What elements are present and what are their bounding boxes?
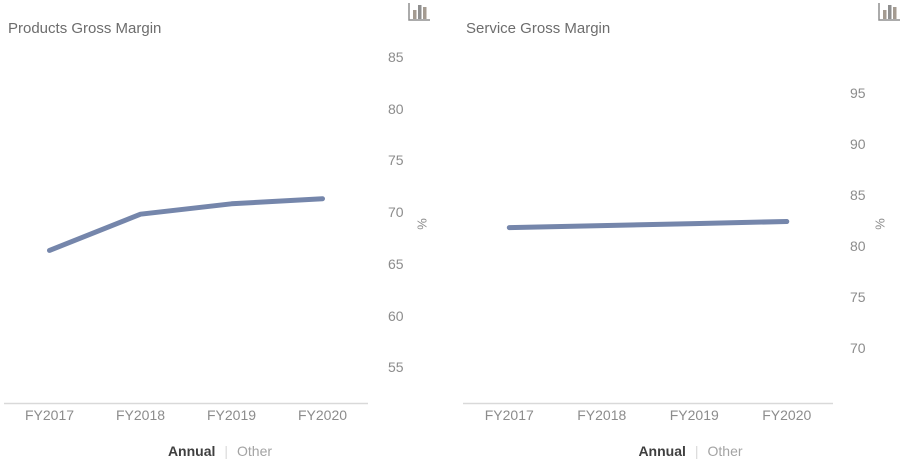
x-tick-label: FY2020	[762, 407, 812, 423]
x-tick-label: FY2018	[115, 407, 166, 423]
y-tick-label: 85	[850, 187, 866, 203]
other-toggle[interactable]: Other	[707, 443, 743, 459]
y-tick-label: 95	[850, 85, 866, 101]
bar-chart-icon-glyph	[408, 3, 430, 21]
line-chart	[463, 219, 833, 405]
x-tick-label: FY2018	[577, 407, 627, 423]
line-series	[506, 219, 790, 231]
annual-toggle[interactable]: Annual	[167, 443, 216, 459]
bar-chart-icon[interactable]	[407, 2, 431, 22]
y-tick-label: 70	[850, 340, 866, 356]
x-tick-label: FY2020	[297, 407, 348, 423]
x-tick-label: FY2017	[484, 407, 534, 423]
line-series	[47, 196, 325, 253]
toggle-separator: |	[694, 443, 699, 459]
toggle-separator: |	[224, 443, 229, 459]
y-tick-label: 55	[388, 359, 404, 376]
y-tick-label: 85	[388, 49, 404, 65]
y-axis-unit-label: %	[414, 218, 430, 230]
chart-title: Service Gross Margin	[466, 20, 611, 37]
y-tick-label: 75	[388, 152, 404, 169]
other-toggle[interactable]: Other	[237, 443, 273, 459]
y-tick-label: 90	[850, 136, 866, 152]
x-tick-label: FY2017	[24, 407, 75, 423]
y-tick-label: 60	[388, 307, 404, 324]
chart-title: Products Gross Margin	[8, 20, 162, 37]
x-tick-label: FY2019	[206, 407, 257, 423]
x-tick-label: FY2019	[669, 407, 719, 423]
products-gross-margin-panel: Products Gross Margin 85 80 75 70 65 60 55 % F…	[0, 0, 440, 464]
period-selector: Annual | Other	[460, 443, 921, 459]
y-tick-label: 80	[850, 238, 866, 254]
y-tick-label: 70	[388, 204, 404, 221]
bar-chart-icon-glyph	[878, 3, 900, 21]
y-tick-label: 65	[388, 255, 404, 272]
annual-toggle[interactable]: Annual	[638, 443, 686, 459]
y-tick-label: 80	[388, 100, 404, 117]
y-tick-label: 75	[850, 289, 866, 305]
y-axis-unit-label: %	[872, 218, 888, 230]
period-selector: Annual | Other	[0, 443, 440, 459]
bar-chart-icon[interactable]	[877, 2, 901, 22]
service-gross-margin-panel: Service Gross Margin 95 90 85 80 75 70 % FY20…	[460, 0, 921, 464]
line-chart	[4, 196, 368, 405]
